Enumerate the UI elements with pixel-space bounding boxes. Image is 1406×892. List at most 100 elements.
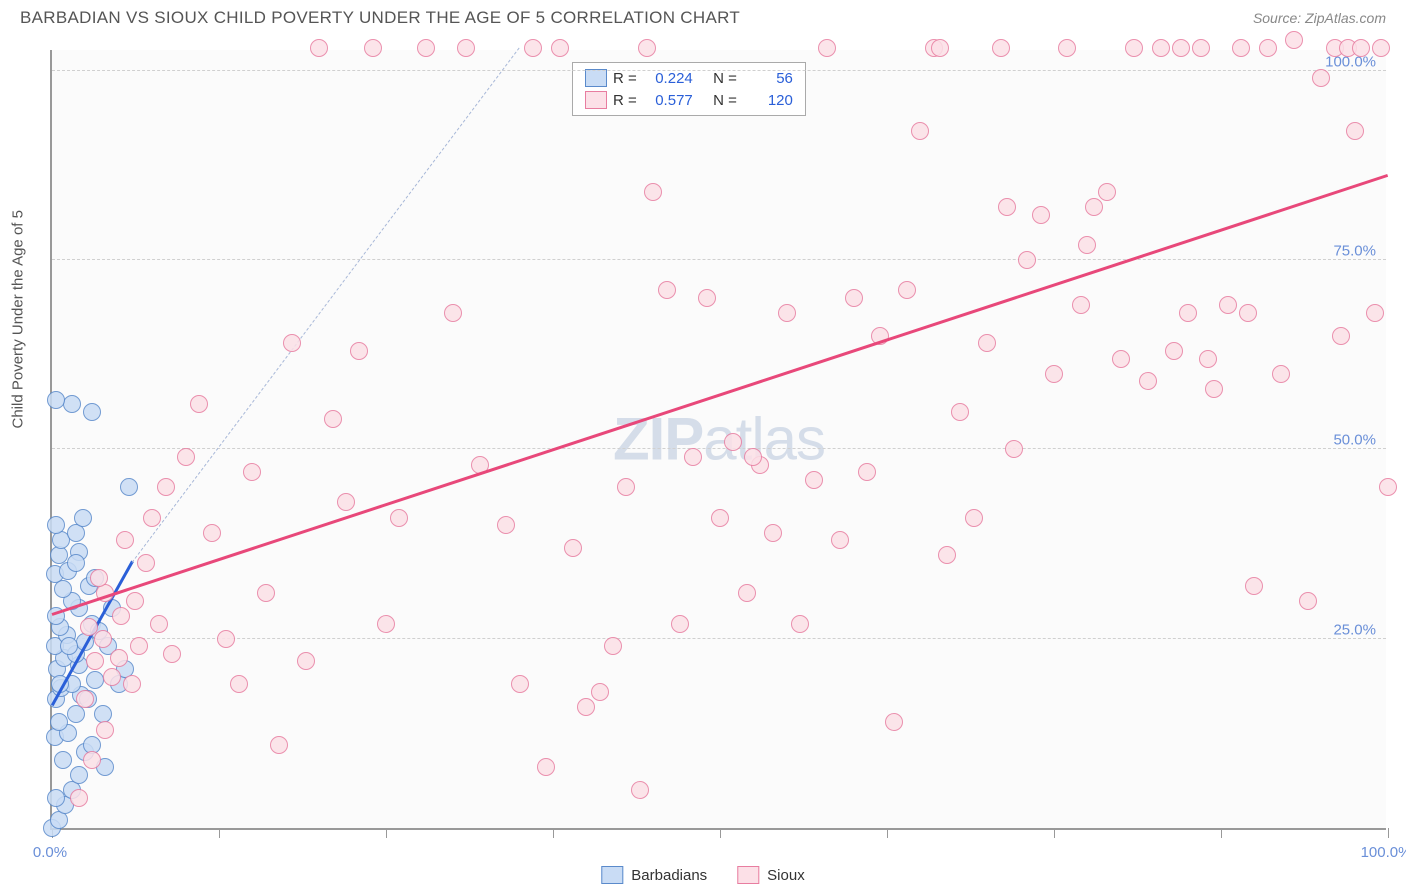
data-point: [1219, 296, 1237, 314]
data-point: [1372, 39, 1390, 57]
data-point: [1018, 251, 1036, 269]
scatter-plot: ZIPatlas R = 0.224 N = 56 R = 0.577 N = …: [50, 50, 1386, 830]
data-point: [1366, 304, 1384, 322]
data-point: [1312, 69, 1330, 87]
data-point: [150, 615, 168, 633]
x-tick-label-left: 0.0%: [33, 844, 67, 861]
data-point: [1165, 342, 1183, 360]
data-point: [86, 671, 104, 689]
x-tick-label-right: 100.0%: [1361, 844, 1406, 861]
data-point: [310, 39, 328, 57]
data-point: [190, 395, 208, 413]
data-point: [1152, 39, 1170, 57]
swatch-sioux: [585, 91, 607, 109]
swatch-sioux-bottom: [737, 866, 759, 884]
data-point: [1072, 296, 1090, 314]
legend-item-sioux: Sioux: [737, 866, 805, 884]
stats-row-sioux: R = 0.577 N = 120: [585, 89, 793, 111]
data-point: [257, 584, 275, 602]
data-point: [350, 342, 368, 360]
data-point: [1239, 304, 1257, 322]
data-point: [591, 683, 609, 701]
data-point: [1272, 365, 1290, 383]
data-point: [885, 713, 903, 731]
data-point: [67, 705, 85, 723]
data-point: [911, 122, 929, 140]
data-point: [1259, 39, 1277, 57]
data-point: [818, 39, 836, 57]
grid-line: [52, 70, 1386, 71]
grid-line: [52, 259, 1386, 260]
data-point: [47, 391, 65, 409]
y-tick-label: 75.0%: [1333, 243, 1376, 260]
data-point: [70, 766, 88, 784]
data-point: [1379, 478, 1397, 496]
data-point: [203, 524, 221, 542]
data-point: [1139, 372, 1157, 390]
data-point: [243, 463, 261, 481]
data-point: [831, 531, 849, 549]
data-point: [778, 304, 796, 322]
x-tick: [1054, 828, 1055, 838]
data-point: [1192, 39, 1210, 57]
data-point: [1045, 365, 1063, 383]
data-point: [1078, 236, 1096, 254]
data-point: [364, 39, 382, 57]
data-point: [1005, 440, 1023, 458]
data-point: [83, 403, 101, 421]
data-point: [631, 781, 649, 799]
data-point: [116, 531, 134, 549]
data-point: [270, 736, 288, 754]
data-point: [230, 675, 248, 693]
data-point: [103, 668, 121, 686]
data-point: [123, 675, 141, 693]
data-point: [898, 281, 916, 299]
data-point: [577, 698, 595, 716]
trend-line-dashed: [132, 47, 520, 563]
data-point: [845, 289, 863, 307]
data-point: [143, 509, 161, 527]
chart-title: BARBADIAN VS SIOUX CHILD POVERTY UNDER T…: [20, 8, 740, 28]
data-point: [1352, 39, 1370, 57]
x-tick: [219, 828, 220, 838]
data-point: [1346, 122, 1364, 140]
data-point: [324, 410, 342, 428]
data-point: [524, 39, 542, 57]
data-point: [417, 39, 435, 57]
data-point: [644, 183, 662, 201]
data-point: [177, 448, 195, 466]
x-tick: [386, 828, 387, 838]
data-point: [791, 615, 809, 633]
swatch-barbadians: [585, 69, 607, 87]
data-point: [805, 471, 823, 489]
x-tick: [887, 828, 888, 838]
data-point: [724, 433, 742, 451]
x-tick: [553, 828, 554, 838]
data-point: [537, 758, 555, 776]
data-point: [377, 615, 395, 633]
x-tick: [1388, 828, 1389, 838]
data-point: [1085, 198, 1103, 216]
data-point: [90, 569, 108, 587]
data-point: [50, 546, 68, 564]
data-point: [604, 637, 622, 655]
data-point: [564, 539, 582, 557]
data-point: [497, 516, 515, 534]
y-tick-label: 50.0%: [1333, 432, 1376, 449]
y-axis-label: Child Poverty Under the Age of 5: [10, 210, 27, 428]
grid-line: [52, 638, 1386, 639]
data-point: [126, 592, 144, 610]
data-point: [1299, 592, 1317, 610]
data-point: [1232, 39, 1250, 57]
bottom-legend: Barbadians Sioux: [601, 866, 804, 884]
data-point: [1245, 577, 1263, 595]
data-point: [858, 463, 876, 481]
data-point: [47, 516, 65, 534]
y-tick-label: 25.0%: [1333, 621, 1376, 638]
data-point: [938, 546, 956, 564]
data-point: [951, 403, 969, 421]
data-point: [157, 478, 175, 496]
data-point: [511, 675, 529, 693]
data-point: [744, 448, 762, 466]
data-point: [217, 630, 235, 648]
